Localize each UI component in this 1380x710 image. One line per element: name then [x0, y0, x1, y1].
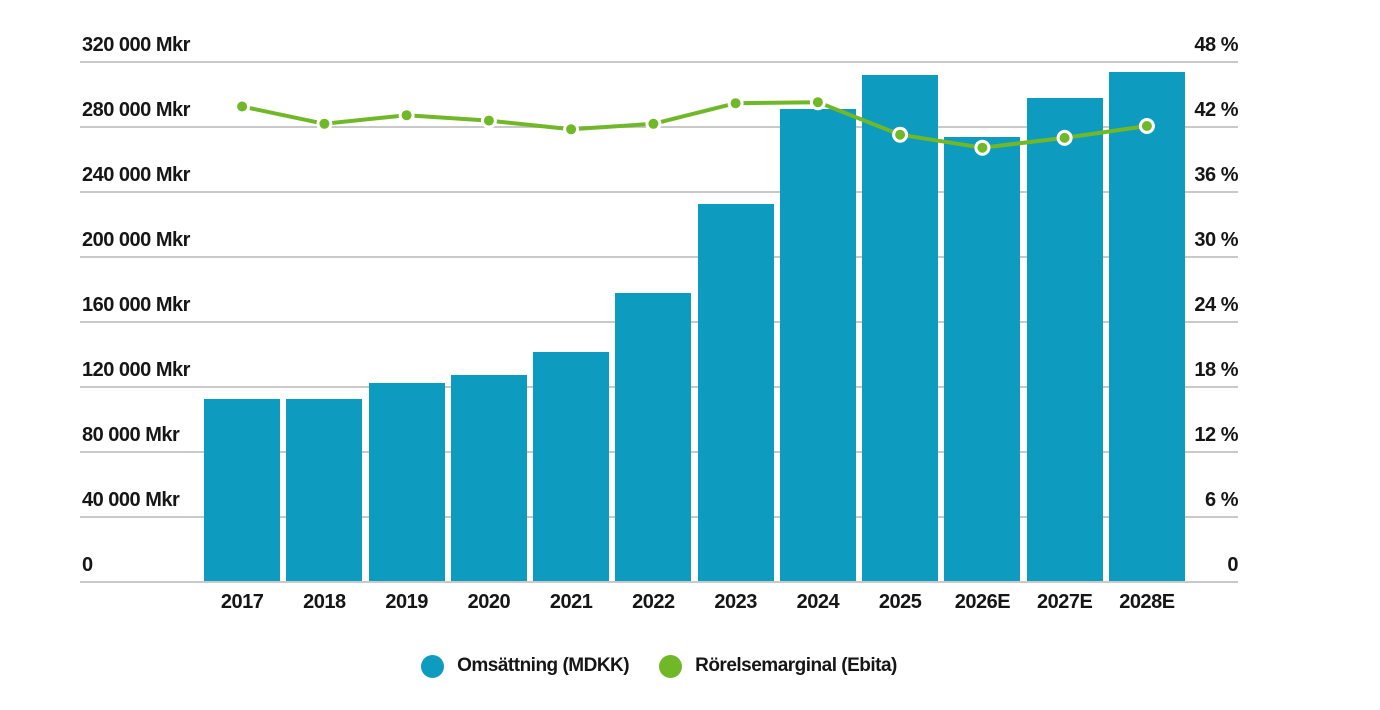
bar-2028E[interactable]	[1108, 71, 1185, 581]
x-axis-label-2017: 2017	[220, 591, 264, 613]
margin-point-2027E[interactable]	[1056, 129, 1073, 146]
y-axis-tick-right: 30 %	[1194, 229, 1238, 251]
x-axis-label-2027E: 2027E	[1036, 591, 1093, 613]
bar-2020[interactable]	[450, 374, 527, 581]
y-axis-tick-left: 200 000 Mkr	[82, 229, 190, 251]
legend-label-margin: Rörelsemarginal (Ebita)	[695, 655, 897, 676]
x-axis-label-2023: 2023	[714, 591, 757, 613]
y-axis-tick-left: 240 000 Mkr	[82, 164, 190, 186]
bar-2025[interactable]	[862, 74, 939, 581]
y-axis-tick-left: 120 000 Mkr	[82, 359, 190, 381]
bar-2017[interactable]	[204, 399, 281, 581]
gridline	[80, 581, 1238, 583]
margin-point-2019[interactable]	[398, 107, 415, 124]
y-axis-tick-right: 12 %	[1194, 424, 1238, 446]
bar-2023[interactable]	[697, 203, 774, 581]
legend-item-margin[interactable]: Rörelsemarginal (Ebita)	[659, 654, 897, 678]
margin-point-2026E[interactable]	[974, 139, 991, 156]
legend-dot-margin-icon	[659, 654, 683, 678]
legend-label-revenue: Omsättning (MDKK)	[457, 655, 630, 676]
gridline	[80, 191, 1238, 193]
margin-point-2028E[interactable]	[1138, 118, 1155, 134]
bar-2022[interactable]	[615, 293, 692, 581]
bar-2027E[interactable]	[1026, 98, 1103, 581]
y-axis-tick-right: 0	[1227, 554, 1238, 576]
y-axis-tick-left: 280 000 Mkr	[82, 99, 190, 121]
margin-point-2022[interactable]	[645, 115, 662, 132]
y-axis-tick-left: 0	[82, 554, 93, 576]
margin-point-2025[interactable]	[892, 126, 909, 143]
margin-point-2018[interactable]	[316, 115, 333, 132]
gridline	[80, 256, 1238, 258]
bar-2024[interactable]	[779, 109, 856, 581]
margin-point-2021[interactable]	[563, 121, 580, 138]
bar-2019[interactable]	[368, 382, 445, 581]
y-axis-tick-right: 42 %	[1194, 99, 1238, 121]
margin-point-2017[interactable]	[234, 98, 251, 115]
y-axis-tick-right: 48 %	[1194, 34, 1238, 56]
gridline	[80, 61, 1238, 63]
x-axis-label-2021: 2021	[549, 591, 593, 613]
bar-2026E[interactable]	[944, 137, 1021, 581]
x-axis-label-2024: 2024	[796, 591, 840, 613]
y-axis-tick-right: 24 %	[1194, 294, 1238, 316]
y-axis-tick-right: 18 %	[1194, 359, 1238, 381]
x-axis-label-2025: 2025	[878, 591, 922, 613]
x-axis-label-2019: 2019	[385, 591, 428, 613]
y-axis-tick-left: 80 000 Mkr	[82, 424, 180, 446]
x-axis-label-2022: 2022	[632, 591, 675, 613]
legend-dot-revenue-icon	[421, 654, 445, 678]
x-axis-label-2018: 2018	[303, 591, 346, 613]
y-axis-tick-left: 320 000 Mkr	[82, 34, 190, 56]
x-axis-label-2026E: 2026E	[954, 591, 1011, 613]
x-axis-label-2020: 2020	[467, 591, 511, 613]
y-axis-tick-right: 36 %	[1194, 164, 1238, 186]
y-axis-tick-right: 6 %	[1205, 489, 1238, 511]
legend-item-revenue[interactable]: Omsättning (MDKK)	[421, 654, 630, 678]
bar-2021[interactable]	[533, 352, 610, 581]
margin-point-2024[interactable]	[809, 94, 826, 111]
margin-point-2023[interactable]	[727, 95, 744, 112]
y-axis-tick-left: 160 000 Mkr	[82, 294, 190, 316]
bar-2018[interactable]	[286, 399, 363, 581]
margin-point-2020[interactable]	[480, 112, 497, 129]
legend: Omsättning (MDKK) Rörelsemarginal (Ebita…	[80, 650, 1238, 682]
y-axis-tick-left: 40 000 Mkr	[82, 489, 180, 511]
x-axis-label-2028E: 2028E	[1119, 591, 1175, 613]
